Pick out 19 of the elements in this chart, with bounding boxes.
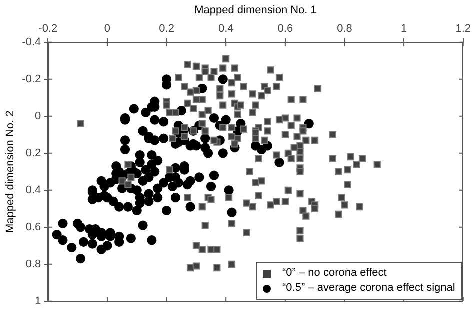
y-tick-label: 0.6 <box>26 221 42 234</box>
y-tick-label: 1 <box>35 295 42 308</box>
y-axis-title: Mapped dimension No. 2 <box>4 110 17 234</box>
x-tick-label: 0.4 <box>218 22 234 35</box>
x-tick-label: 1.2 <box>456 22 472 35</box>
x-axis-title: Mapped dimension No. 1 <box>194 4 317 17</box>
y-tick-label: -0.2 <box>22 73 42 86</box>
y-tick-label: 0.8 <box>26 258 42 270</box>
x-tick-label: 0.6 <box>278 22 294 35</box>
x-tick-label: 1 <box>400 22 408 35</box>
y-tick-label: 0.4 <box>26 184 42 196</box>
x-tick-label: 0 <box>104 22 111 35</box>
y-tick-label: -0.4 <box>22 36 42 48</box>
y-tick-label: 0 <box>35 110 42 122</box>
y-tick-label: 0.2 <box>26 147 42 160</box>
legend-label: “0” – no corona effect <box>282 266 387 282</box>
legend-label: “0.5” – average corona effect signal <box>282 281 456 296</box>
x-tick-label: 0.8 <box>337 22 352 35</box>
x-tick-label: 0.2 <box>159 22 174 35</box>
